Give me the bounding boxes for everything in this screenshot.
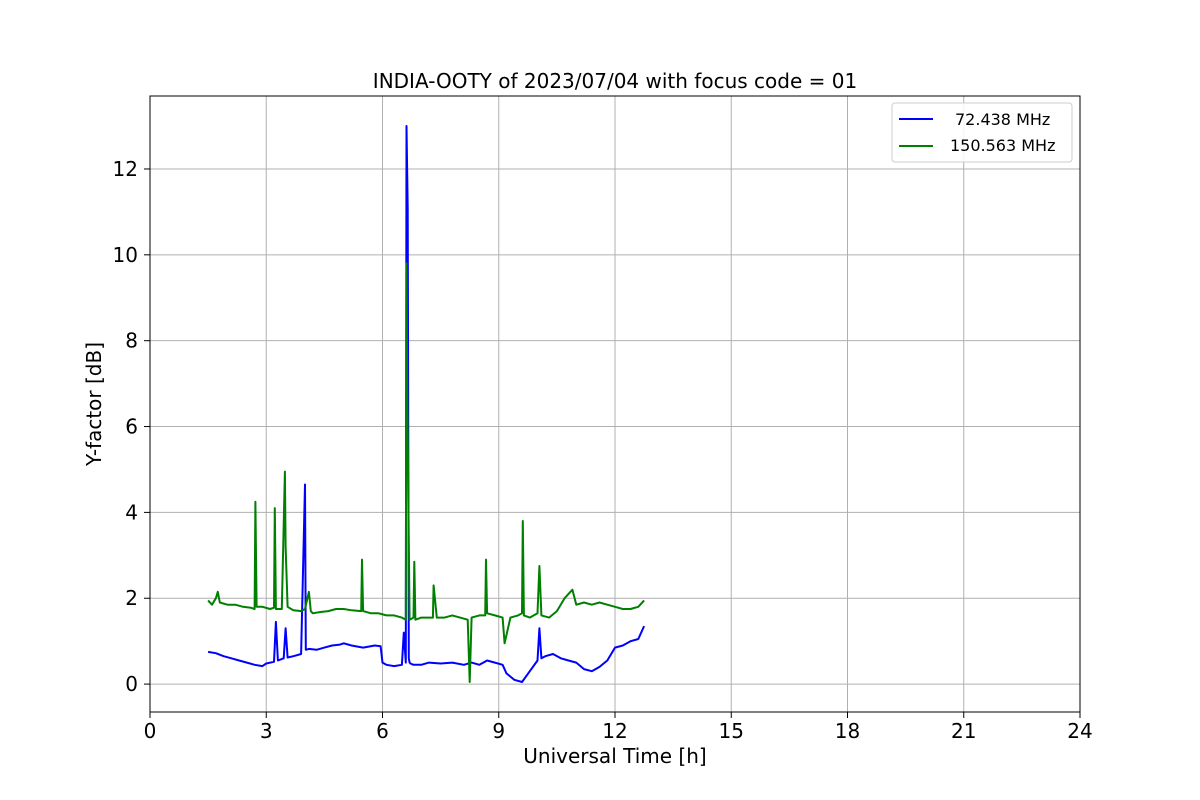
legend-label-72: 72.438 MHz (955, 110, 1050, 129)
chart-title: INDIA-OOTY of 2023/07/04 with focus code… (373, 69, 857, 93)
x-axis-ticks: 0 3 6 9 12 15 18 21 24 (144, 712, 1093, 743)
legend: 72.438 MHz 150.563 MHz (891, 102, 1073, 163)
x-tick-label: 15 (719, 719, 744, 743)
legend-box (891, 102, 1073, 163)
y-tick-label: 2 (125, 586, 138, 610)
legend-label-150: 150.563 MHz (950, 136, 1055, 155)
x-tick-label: 21 (951, 719, 976, 743)
y-axis-label: Y-factor [dB] (82, 342, 106, 467)
y-tick-label: 0 (125, 672, 138, 696)
x-tick-label: 12 (602, 719, 627, 743)
y-tick-label: 12 (113, 157, 138, 181)
x-tick-label: 6 (376, 719, 389, 743)
x-tick-label: 24 (1067, 719, 1092, 743)
y-tick-label: 4 (125, 500, 138, 524)
x-tick-label: 0 (144, 719, 157, 743)
y-tick-label: 10 (113, 243, 138, 267)
series-line-1 (207, 262, 645, 683)
y-tick-label: 6 (125, 415, 138, 439)
x-tick-label: 3 (260, 719, 273, 743)
plot-area (149, 95, 1081, 713)
x-axis-label: Universal Time [h] (523, 744, 706, 768)
series-line-0 (207, 125, 646, 683)
y-axis-ticks: 0 2 4 6 8 10 12 (113, 157, 150, 696)
x-tick-label: 9 (492, 719, 505, 743)
x-tick-label: 18 (835, 719, 860, 743)
y-tick-label: 8 (125, 329, 138, 353)
series-layer (207, 125, 646, 683)
